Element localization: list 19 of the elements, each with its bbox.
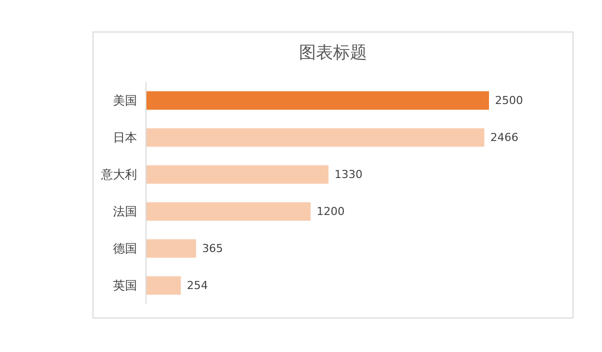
chart-title: 图表标题 (299, 43, 367, 63)
bar (146, 202, 311, 221)
y-tick-label: 美国 (113, 94, 137, 108)
data-label: 254 (186, 279, 208, 292)
y-tick-label: 英国 (113, 278, 137, 292)
y-tick-label: 意大利 (100, 168, 137, 182)
bar (146, 276, 181, 295)
y-tick-label: 法国 (113, 204, 137, 218)
data-label: 2466 (490, 131, 518, 144)
data-label: 365 (202, 242, 224, 255)
data-label: 1330 (334, 168, 362, 181)
y-tick-label: 德国 (113, 242, 137, 256)
data-label: 2500 (495, 94, 523, 107)
data-label: 1200 (316, 205, 345, 218)
bar (146, 91, 489, 110)
bar (146, 128, 484, 147)
y-tick-label: 日本 (113, 130, 137, 144)
bar (146, 165, 328, 184)
bar (146, 239, 196, 258)
